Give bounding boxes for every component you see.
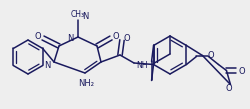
Text: N: N: [66, 33, 73, 43]
Text: O: O: [123, 33, 130, 43]
Text: NH: NH: [136, 61, 147, 71]
Text: O: O: [112, 32, 119, 41]
Text: N: N: [44, 60, 50, 70]
Text: NH₂: NH₂: [78, 78, 94, 88]
Text: N: N: [82, 12, 88, 20]
Text: O: O: [34, 32, 41, 41]
Text: CH₃: CH₃: [71, 9, 85, 19]
Text: O: O: [206, 51, 213, 60]
Text: O: O: [224, 84, 231, 93]
Text: O: O: [237, 67, 244, 76]
